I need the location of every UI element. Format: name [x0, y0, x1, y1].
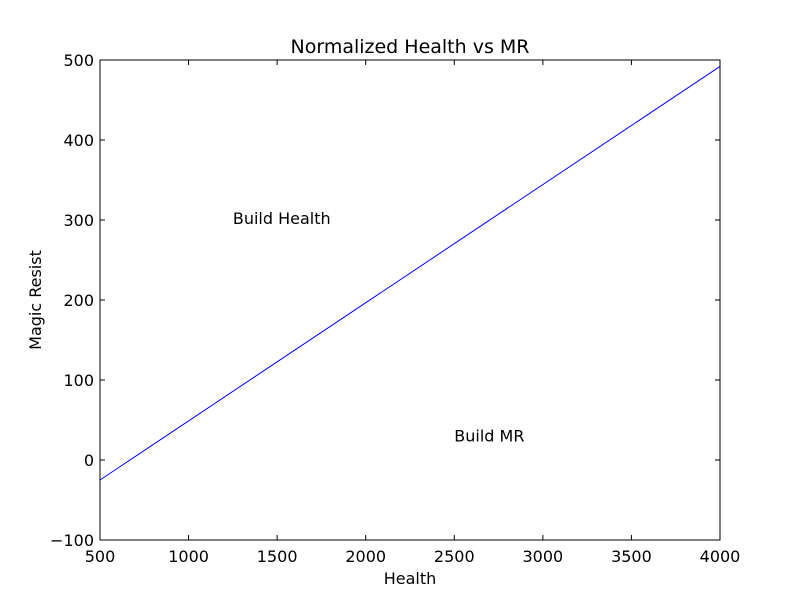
x-tick-label: 2500 — [434, 547, 475, 566]
ticks: 500 1000 1500 2000 2500 3000 3500 4000 −100 0 100 2… — [50, 51, 740, 566]
y-axis-label: Magic Resist — [26, 250, 45, 350]
y-tick-label: 500 — [63, 51, 94, 70]
chart-title: Normalized Health vs MR — [291, 36, 530, 58]
y-tick-label: 300 — [63, 211, 94, 230]
x-tick-label: 1500 — [257, 547, 298, 566]
plot-frame — [99, 59, 721, 541]
y-tick-label: 200 — [63, 291, 94, 310]
x-tick-label: 500 — [85, 547, 116, 566]
x-tick-label: 3000 — [522, 547, 563, 566]
x-axis-label: Health — [384, 569, 437, 588]
annotation-label: Build Health — [233, 209, 331, 228]
y-tick-label: 400 — [63, 131, 94, 150]
annotations: Build Health Build MR — [233, 209, 525, 446]
series-line — [99, 65, 721, 481]
x-tick-label: 3500 — [611, 547, 652, 566]
y-tick-label: 0 — [84, 451, 94, 470]
x-tick-label: 2000 — [345, 547, 386, 566]
plot-lines — [99, 65, 721, 481]
x-tick-label: 4000 — [700, 547, 741, 566]
x-tick-label: 1000 — [168, 547, 209, 566]
y-tick-label: 100 — [63, 371, 94, 390]
y-tick-label: −100 — [50, 531, 94, 550]
annotation-label: Build MR — [454, 427, 524, 446]
